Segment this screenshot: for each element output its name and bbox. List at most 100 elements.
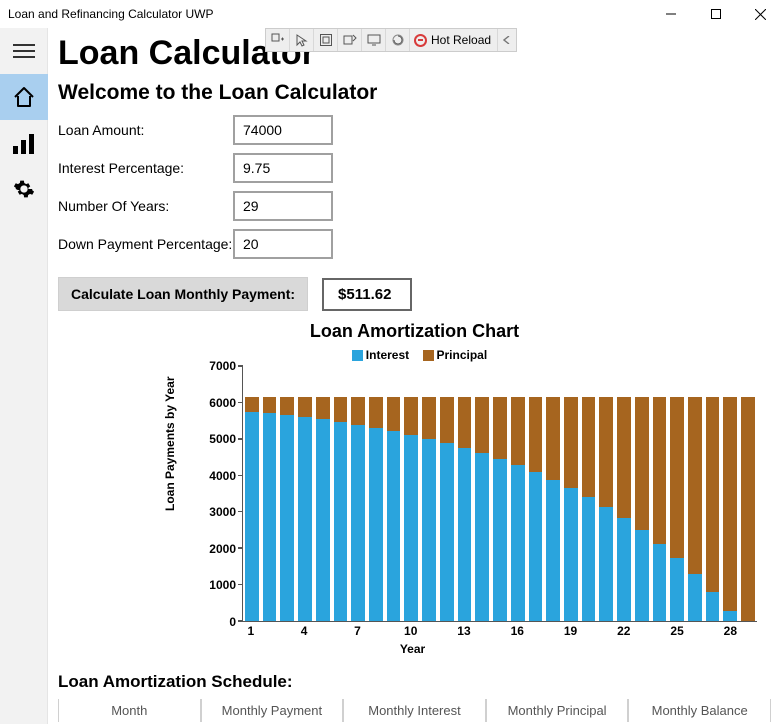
hot-reload-button[interactable]: Hot Reload <box>410 29 498 51</box>
bar-segment-principal <box>670 397 684 558</box>
bar-segment-principal <box>582 397 596 497</box>
bar-segment-principal <box>298 397 312 417</box>
bar-segment-interest <box>617 518 631 621</box>
debug-refresh-icon[interactable] <box>386 29 410 51</box>
debug-visual-tree-icon[interactable] <box>266 29 290 51</box>
settings-icon <box>13 178 35 200</box>
bar-segment-interest <box>298 417 312 621</box>
xtick: 25 <box>670 624 683 638</box>
bar-segment-principal <box>351 397 365 424</box>
debug-select-icon[interactable] <box>290 29 314 51</box>
schedule-column-header[interactable]: Monthly Interest <box>343 699 486 722</box>
chart-bar <box>546 366 560 621</box>
bar-segment-principal <box>369 397 383 427</box>
bar-segment-principal <box>334 397 348 421</box>
chart-yaxis: 01000200030004000500060007000 <box>198 366 240 622</box>
chart-bar <box>440 366 454 621</box>
sidebar <box>0 28 48 724</box>
chart-bar <box>511 366 525 621</box>
bar-segment-principal <box>706 397 720 591</box>
close-button[interactable] <box>738 0 783 28</box>
main-content: Loan Calculator Welcome to the Loan Calc… <box>48 28 783 724</box>
loan-amount-input[interactable] <box>233 115 333 145</box>
debug-layout-icon[interactable] <box>314 29 338 51</box>
bar-segment-interest <box>369 428 383 621</box>
chart-bar <box>653 366 667 621</box>
sidebar-item-home[interactable] <box>0 74 48 120</box>
ytick: 6000 <box>209 396 236 410</box>
chart-xaxis: 14710131619222528 <box>242 624 757 640</box>
schedule-column-header[interactable]: Month <box>58 699 201 722</box>
debug-track-icon[interactable] <box>338 29 362 51</box>
ytick: 7000 <box>209 359 236 373</box>
bar-segment-interest <box>263 413 277 621</box>
hot-reload-label: Hot Reload <box>431 33 491 47</box>
xtick: 1 <box>248 624 255 638</box>
sidebar-item-settings[interactable] <box>0 166 48 212</box>
minimize-button[interactable] <box>648 0 693 28</box>
bar-segment-interest <box>458 448 472 621</box>
chart-bar <box>493 366 507 621</box>
chart-bar <box>706 366 720 621</box>
bar-segment-principal <box>316 397 330 419</box>
chart-bar <box>369 366 383 621</box>
bar-segment-principal <box>440 397 454 442</box>
legend-label-principal: Principal <box>437 348 488 362</box>
bar-segment-principal <box>617 397 631 518</box>
maximize-button[interactable] <box>693 0 738 28</box>
home-icon <box>12 85 36 109</box>
chart-bar <box>688 366 702 621</box>
chart-bar <box>564 366 578 621</box>
schedule-column-header[interactable]: Monthly Principal <box>486 699 629 722</box>
chart-bar <box>529 366 543 621</box>
bar-segment-interest <box>546 480 560 621</box>
chart-legend: Interest Principal <box>58 348 771 362</box>
bar-segment-principal <box>387 397 401 430</box>
chart-bar <box>635 366 649 621</box>
interest-pct-input[interactable] <box>233 153 333 183</box>
bar-segment-principal <box>741 397 755 621</box>
debug-display-icon[interactable] <box>362 29 386 51</box>
ytick: 5000 <box>209 432 236 446</box>
bar-segment-principal <box>511 397 525 465</box>
legend-swatch-principal <box>423 350 434 361</box>
debug-collapse-icon[interactable] <box>498 29 516 51</box>
legend-swatch-interest <box>352 350 363 361</box>
bar-segment-interest <box>440 443 454 621</box>
down-pct-input[interactable] <box>233 229 333 259</box>
chart-bar <box>599 366 613 621</box>
bar-segment-interest <box>511 465 525 621</box>
bar-segment-interest <box>493 459 507 621</box>
chart-bar <box>245 366 259 621</box>
stats-icon <box>13 132 35 154</box>
schedule-column-header[interactable]: Monthly Balance <box>628 699 771 722</box>
bar-segment-interest <box>635 530 649 621</box>
ytick: 2000 <box>209 542 236 556</box>
bar-segment-principal <box>599 397 613 507</box>
bar-segment-principal <box>635 397 649 530</box>
chart-bar <box>351 366 365 621</box>
chart-plot-area <box>242 366 757 622</box>
welcome-heading: Welcome to the Loan Calculator <box>58 81 771 105</box>
bar-segment-interest <box>316 419 330 621</box>
monthly-payment-result: $511.62 <box>322 278 412 311</box>
schedule-column-header[interactable]: Monthly Payment <box>201 699 344 722</box>
chart-bar <box>723 366 737 621</box>
chart-ylabel: Loan Payments by Year <box>163 376 177 511</box>
bar-segment-principal <box>529 397 543 472</box>
years-input[interactable] <box>233 191 333 221</box>
bar-segment-principal <box>422 397 436 438</box>
legend-label-interest: Interest <box>366 348 409 362</box>
sidebar-item-stats[interactable] <box>0 120 48 166</box>
bar-segment-interest <box>245 412 259 621</box>
bar-segment-interest <box>404 435 418 622</box>
chart-bar <box>458 366 472 621</box>
ytick: 1000 <box>209 578 236 592</box>
bar-segment-interest <box>582 497 596 621</box>
calculate-button[interactable]: Calculate Loan Monthly Payment: <box>58 277 308 311</box>
bar-segment-principal <box>653 397 667 543</box>
bar-segment-interest <box>564 488 578 621</box>
bar-segment-interest <box>351 425 365 621</box>
schedule-header-row: MonthMonthly PaymentMonthly InterestMont… <box>58 698 771 722</box>
hamburger-menu[interactable] <box>0 28 48 74</box>
